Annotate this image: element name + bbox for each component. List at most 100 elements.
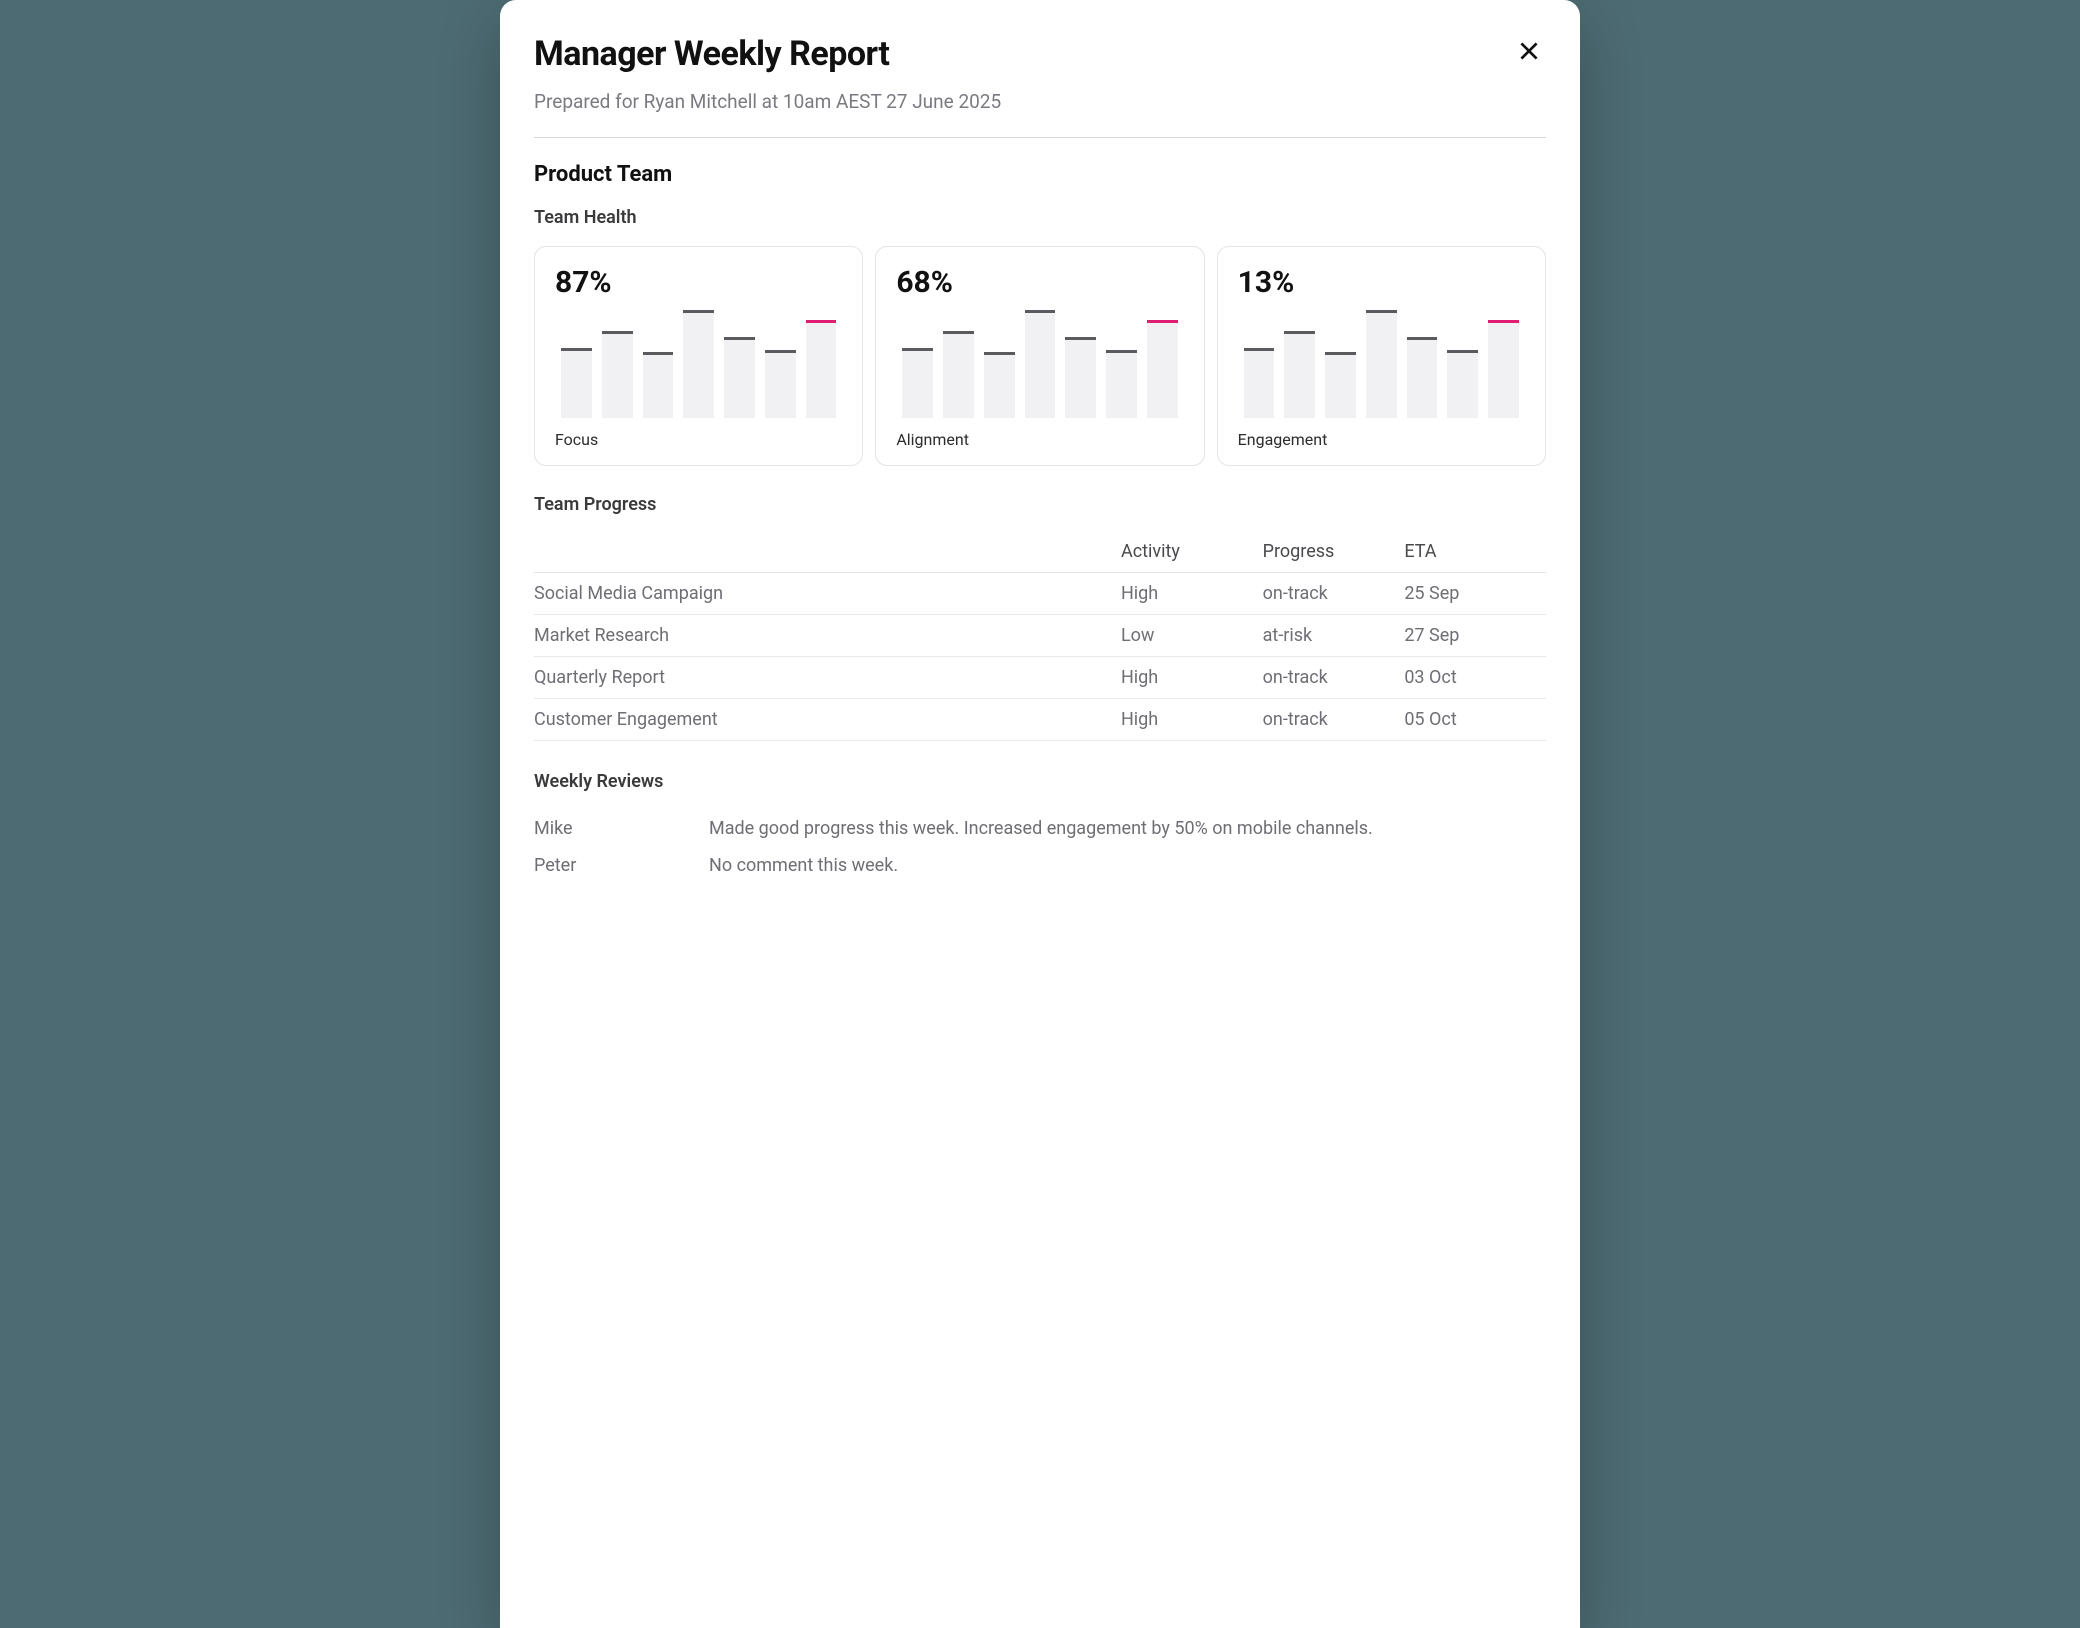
progress-cell-activity: Low (1121, 615, 1263, 657)
chart-bar-body (724, 340, 755, 418)
health-card-chart (896, 310, 1183, 418)
review-name: Mike (534, 818, 709, 839)
chart-bar (683, 310, 714, 418)
progress-cell-activity: High (1121, 657, 1263, 699)
chart-bar-body (1325, 355, 1356, 418)
health-card-value: 68% (896, 265, 1183, 300)
chart-bar-body (943, 334, 974, 418)
chart-bar-body (1407, 340, 1438, 418)
chart-bar (1025, 310, 1056, 418)
weekly-reviews: Weekly Reviews MikeMade good progress th… (534, 771, 1546, 884)
chart-bar (643, 310, 674, 418)
chart-bar (1244, 310, 1275, 418)
chart-bar-body (561, 351, 592, 418)
progress-table-body: Social Media CampaignHighon-track25 SepM… (534, 573, 1546, 741)
chart-bar-body (1284, 334, 1315, 418)
progress-col-header (534, 533, 1121, 573)
health-card-chart (555, 310, 842, 418)
chart-bar-body (902, 351, 933, 418)
reviews-list: MikeMade good progress this week. Increa… (534, 810, 1546, 884)
table-row: Market ResearchLowat-risk27 Sep (534, 615, 1546, 657)
modal-subtitle: Prepared for Ryan Mitchell at 10am AEST … (534, 90, 1546, 113)
chart-bar (1488, 310, 1519, 418)
table-row: Quarterly ReportHighon-track03 Oct (534, 657, 1546, 699)
team-health-label: Team Health (534, 207, 1546, 228)
health-card-label: Alignment (896, 430, 1183, 449)
chart-bar (943, 310, 974, 418)
progress-table-head: ActivityProgressETA (534, 533, 1546, 573)
report-modal: Manager Weekly Report Prepared for Ryan … (500, 0, 1580, 1628)
chart-bar-body (984, 355, 1015, 418)
progress-cell-name: Customer Engagement (534, 699, 1121, 741)
chart-bar-body (1488, 323, 1519, 418)
close-button[interactable] (1512, 34, 1546, 71)
progress-cell-progress: on-track (1263, 699, 1405, 741)
health-card: 13% Engagement (1217, 246, 1546, 466)
chart-bar (724, 310, 755, 418)
review-name: Peter (534, 855, 709, 876)
health-card: 87% Focus (534, 246, 863, 466)
chart-bar (1447, 310, 1478, 418)
progress-cell-name: Market Research (534, 615, 1121, 657)
health-card-value: 13% (1238, 265, 1525, 300)
divider (534, 137, 1546, 138)
chart-bar (1366, 310, 1397, 418)
progress-col-header: Activity (1121, 533, 1263, 573)
progress-col-header: ETA (1404, 533, 1546, 573)
chart-bar-body (806, 323, 837, 418)
progress-cell-progress: at-risk (1263, 615, 1405, 657)
modal-title: Manager Weekly Report (534, 34, 889, 74)
review-row: PeterNo comment this week. (534, 847, 1546, 884)
progress-cell-activity: High (1121, 573, 1263, 615)
chart-bar (1407, 310, 1438, 418)
progress-cell-progress: on-track (1263, 657, 1405, 699)
chart-bar-body (643, 355, 674, 418)
progress-table: ActivityProgressETA Social Media Campaig… (534, 533, 1546, 741)
health-card: 68% Alignment (875, 246, 1204, 466)
review-row: MikeMade good progress this week. Increa… (534, 810, 1546, 847)
close-icon (1516, 38, 1542, 64)
progress-cell-activity: High (1121, 699, 1263, 741)
health-cards: 87% Focus 68% Alignment 13% Engagement (534, 246, 1546, 466)
modal-header: Manager Weekly Report (534, 34, 1546, 74)
chart-bar-body (1147, 323, 1178, 418)
health-card-chart (1238, 310, 1525, 418)
team-progress-label: Team Progress (534, 494, 1546, 515)
chart-bar (1325, 310, 1356, 418)
chart-bar (806, 310, 837, 418)
progress-cell-eta: 27 Sep (1404, 615, 1546, 657)
table-row: Customer EngagementHighon-track05 Oct (534, 699, 1546, 741)
chart-bar (902, 310, 933, 418)
chart-bar (1147, 310, 1178, 418)
chart-bar (1284, 310, 1315, 418)
chart-bar-body (1366, 313, 1397, 418)
health-card-label: Focus (555, 430, 842, 449)
progress-cell-name: Quarterly Report (534, 657, 1121, 699)
team-name: Product Team (534, 162, 1546, 187)
chart-bar-body (1025, 313, 1056, 418)
progress-cell-eta: 03 Oct (1404, 657, 1546, 699)
chart-bar-body (1447, 353, 1478, 418)
chart-bar (765, 310, 796, 418)
health-card-value: 87% (555, 265, 842, 300)
table-row: Social Media CampaignHighon-track25 Sep (534, 573, 1546, 615)
progress-cell-name: Social Media Campaign (534, 573, 1121, 615)
chart-bar-body (1065, 340, 1096, 418)
progress-cell-eta: 05 Oct (1404, 699, 1546, 741)
chart-bar-body (683, 313, 714, 418)
review-comment: No comment this week. (709, 855, 1546, 876)
chart-bar (984, 310, 1015, 418)
progress-cell-eta: 25 Sep (1404, 573, 1546, 615)
chart-bar (1065, 310, 1096, 418)
weekly-reviews-label: Weekly Reviews (534, 771, 1546, 792)
chart-bar-body (602, 334, 633, 418)
progress-cell-progress: on-track (1263, 573, 1405, 615)
chart-bar-body (1244, 351, 1275, 418)
review-comment: Made good progress this week. Increased … (709, 818, 1546, 839)
chart-bar (561, 310, 592, 418)
health-card-label: Engagement (1238, 430, 1525, 449)
chart-bar (602, 310, 633, 418)
progress-col-header: Progress (1263, 533, 1405, 573)
chart-bar-body (765, 353, 796, 418)
chart-bar (1106, 310, 1137, 418)
